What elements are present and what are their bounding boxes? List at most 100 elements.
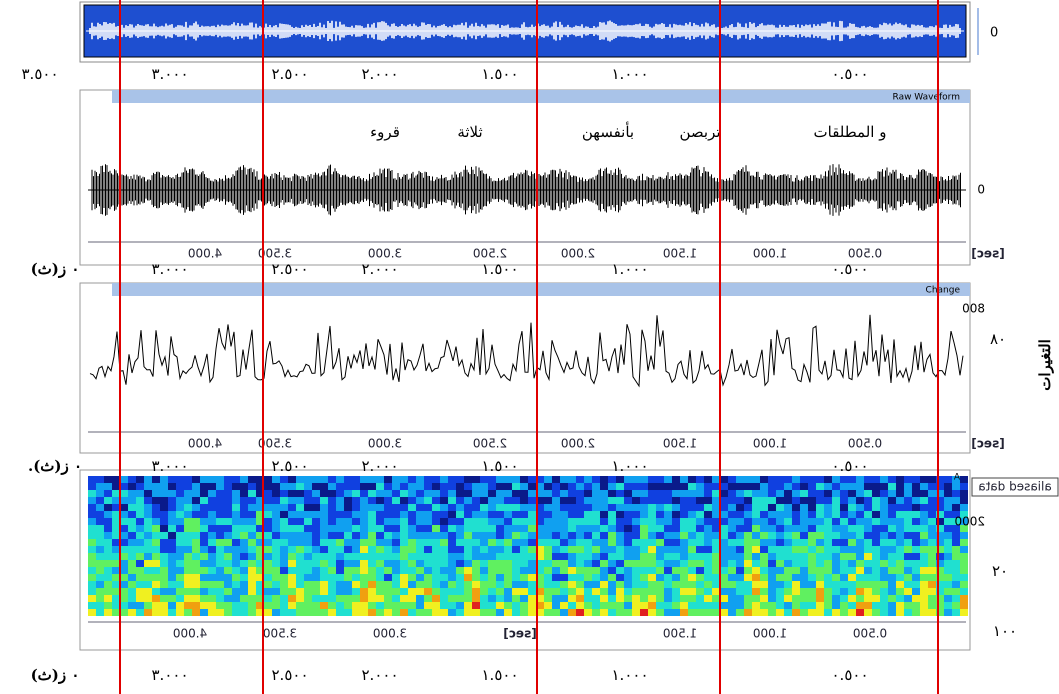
cell: [248, 553, 256, 560]
cell: [400, 560, 408, 567]
cell: [440, 546, 448, 553]
cell: [672, 497, 680, 504]
cell: [456, 476, 464, 483]
cell: [376, 511, 384, 518]
cell: [504, 553, 512, 560]
cell: [912, 581, 920, 588]
cell: [368, 476, 376, 483]
cell: [624, 609, 632, 616]
cell: [944, 511, 952, 518]
cell: [288, 609, 296, 616]
cell: [392, 581, 400, 588]
cell: [632, 581, 640, 588]
cell: [552, 553, 560, 560]
cell: [216, 511, 224, 518]
axis-tick: 0.500: [853, 627, 887, 641]
cell: [760, 560, 768, 567]
cell: [824, 525, 832, 532]
cell: [936, 539, 944, 546]
cell: [328, 476, 336, 483]
cell: [904, 539, 912, 546]
cell: [792, 525, 800, 532]
cell: [216, 476, 224, 483]
cell: [808, 560, 816, 567]
cell: [128, 511, 136, 518]
cell: [560, 539, 568, 546]
cell: [696, 609, 704, 616]
cell: [288, 511, 296, 518]
cell: [192, 504, 200, 511]
cell: [144, 553, 152, 560]
cell: [136, 574, 144, 581]
cell: [456, 609, 464, 616]
cell: [888, 497, 896, 504]
cell: [664, 476, 672, 483]
cell: [280, 483, 288, 490]
cell: [336, 567, 344, 574]
cell: [744, 504, 752, 511]
cell: [568, 518, 576, 525]
cell: [512, 560, 520, 567]
cell: [160, 602, 168, 609]
cell: [608, 588, 616, 595]
cell: [360, 553, 368, 560]
cell: [120, 602, 128, 609]
cell: [616, 490, 624, 497]
cell: [240, 574, 248, 581]
cell: [552, 490, 560, 497]
cell: [928, 518, 936, 525]
time-label: ٢.٥٠٠: [272, 666, 309, 684]
cell: [632, 532, 640, 539]
cell: [536, 574, 544, 581]
cell: [592, 476, 600, 483]
cell: [296, 574, 304, 581]
cell: [200, 483, 208, 490]
cell: [304, 581, 312, 588]
cell: [392, 511, 400, 518]
cell: [256, 581, 264, 588]
cell: [336, 609, 344, 616]
cell: [560, 567, 568, 574]
cell: [368, 581, 376, 588]
cell: [664, 581, 672, 588]
cell: [280, 504, 288, 511]
cell: [584, 567, 592, 574]
cell: [264, 581, 272, 588]
cell: [200, 553, 208, 560]
cell: [536, 602, 544, 609]
cell: [616, 567, 624, 574]
cell: [608, 532, 616, 539]
cell: [224, 574, 232, 581]
cell: [616, 504, 624, 511]
cell: [832, 595, 840, 602]
cell: [880, 511, 888, 518]
cell: [504, 497, 512, 504]
cell: [736, 532, 744, 539]
axis-tick: 3.000: [373, 627, 407, 641]
cell: [440, 511, 448, 518]
cell: [592, 609, 600, 616]
cell: [472, 602, 480, 609]
cell: [552, 525, 560, 532]
cell: [856, 546, 864, 553]
cell: [640, 518, 648, 525]
cell: [528, 490, 536, 497]
cell: [768, 546, 776, 553]
cell: [456, 553, 464, 560]
cell: [856, 574, 864, 581]
cell: [336, 539, 344, 546]
cell: [792, 518, 800, 525]
cell: [96, 595, 104, 602]
cell: [824, 574, 832, 581]
cell: [184, 539, 192, 546]
cell: [928, 553, 936, 560]
cell: [264, 518, 272, 525]
cell: [336, 497, 344, 504]
cell: [776, 539, 784, 546]
cell: [808, 504, 816, 511]
cell: [536, 581, 544, 588]
cell: [840, 588, 848, 595]
cell: [200, 567, 208, 574]
cell: [480, 609, 488, 616]
axis-tick: 0.500: [848, 247, 882, 261]
